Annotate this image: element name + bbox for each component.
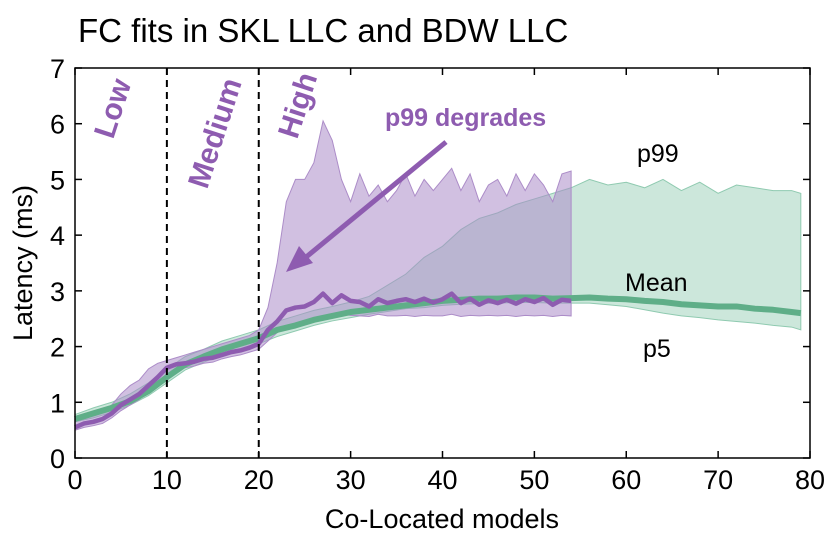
callout-arrow-shaft [303, 140, 448, 260]
x-tick-label: 80 [795, 465, 825, 495]
x-axis: 0 10 20 30 40 50 60 70 80 [67, 68, 825, 495]
y-axis-label: Latency (ms) [8, 185, 38, 341]
line-layer [74, 291, 802, 430]
divider-layer [165, 68, 260, 458]
x-tick-label: 60 [611, 465, 641, 495]
band-layer [74, 119, 802, 431]
callout-label: p99 degrades [385, 104, 546, 132]
y-tick-label: 1 [50, 388, 65, 418]
y-axis: 0 1 2 3 4 5 6 7 [50, 54, 810, 474]
y-tick-label: 7 [50, 54, 65, 84]
y-tick-label: 5 [50, 165, 65, 195]
x-tick-label: 50 [519, 465, 549, 495]
mean-line-skl [74, 291, 572, 430]
annotation-mean: Mean [625, 269, 688, 297]
x-tick-label: 40 [427, 465, 457, 495]
x-tick-label: 10 [152, 465, 182, 495]
region-label-high: High [272, 69, 324, 143]
y-tick-label: 6 [50, 110, 65, 140]
percentile-band-skl [74, 119, 572, 431]
y-tick-label: 3 [50, 277, 65, 307]
callout-arrowhead [286, 246, 313, 272]
y-tick-label: 2 [50, 333, 65, 363]
x-tick-label: 70 [703, 465, 733, 495]
y-tick-label: 4 [50, 221, 65, 251]
region-label-low: Low [88, 74, 138, 142]
x-axis-label: Co-Located models [325, 504, 559, 534]
x-tick-label: 30 [336, 465, 366, 495]
annotation-p99: p99 [637, 140, 679, 168]
x-tick-label: 0 [67, 465, 82, 495]
y-tick-label: 0 [50, 444, 65, 474]
region-label-medium: Medium [182, 74, 248, 192]
x-tick-label: 20 [244, 465, 274, 495]
annotation-p5: p5 [643, 335, 671, 363]
chart-title: FC fits in SKL LLC and BDW LLC [78, 12, 568, 49]
